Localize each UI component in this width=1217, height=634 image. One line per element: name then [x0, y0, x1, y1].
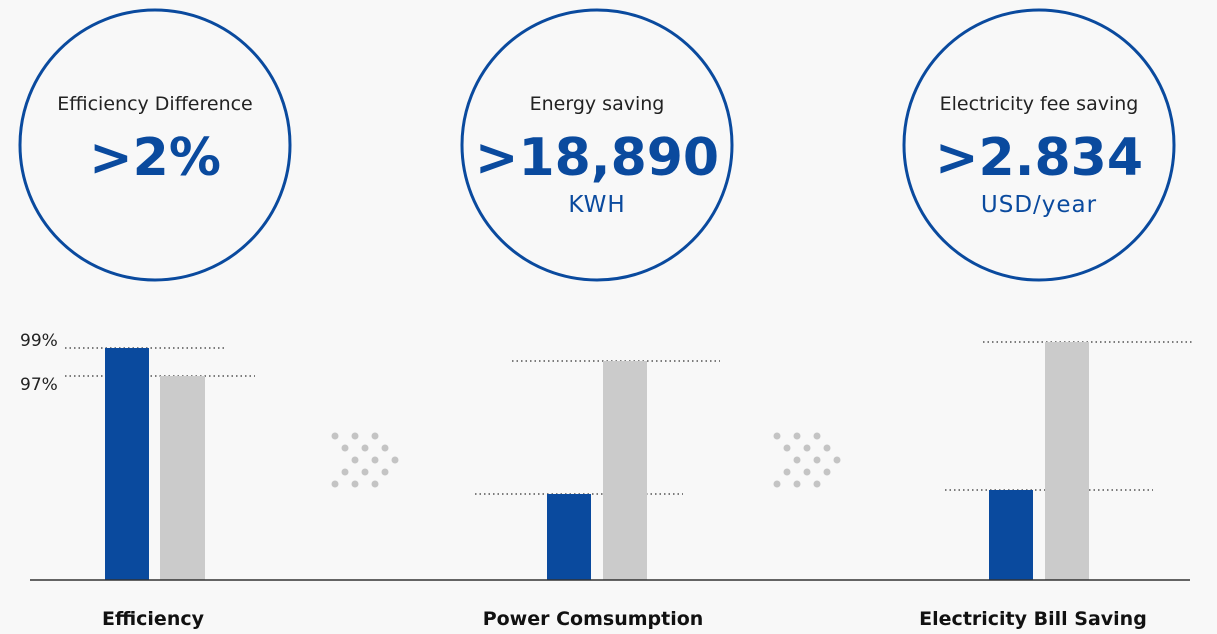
circle [902, 8, 1176, 282]
arrow-dot [361, 468, 369, 476]
circle [18, 8, 292, 282]
arrow-dot [773, 432, 781, 440]
arrow-dot [341, 468, 349, 476]
circle-label: Efficiency Difference [57, 93, 253, 115]
arrow-dot [371, 432, 379, 440]
arrow-dot [371, 456, 379, 464]
arrow-dot [381, 468, 389, 476]
arrow-dot [351, 432, 359, 440]
arrow-dot [341, 444, 349, 452]
arrow-dot [833, 456, 841, 464]
circle-value: >2.834 [935, 128, 1143, 188]
arrow-dot [783, 444, 791, 452]
circle-unit: USD/year [981, 192, 1097, 218]
arrow-dot [813, 432, 821, 440]
arrow-dot [351, 456, 359, 464]
group-label: Efficiency [102, 608, 205, 630]
arrow-dot [803, 444, 811, 452]
circle [460, 8, 734, 282]
arrow-dot [331, 432, 339, 440]
bar [105, 348, 149, 580]
arrow-dot [773, 480, 781, 488]
circle-value: >2% [89, 128, 221, 188]
tick-label: 97% [20, 375, 58, 395]
arrow-dot [813, 480, 821, 488]
arrow-dot [813, 456, 821, 464]
arrow-dot [371, 480, 379, 488]
bar [547, 494, 591, 580]
arrow-dot [823, 468, 831, 476]
arrow-dot [793, 456, 801, 464]
circle-unit: KWH [568, 192, 625, 218]
arrow-dot [331, 480, 339, 488]
circle-label: Energy saving [530, 93, 665, 115]
arrow-dot [823, 444, 831, 452]
group-label: Electricity Bill Saving [919, 608, 1147, 630]
group-label: Power Comsumption [483, 608, 704, 630]
bar [989, 490, 1033, 580]
arrow-dot [803, 468, 811, 476]
arrow-dot [361, 444, 369, 452]
arrow-dot [793, 480, 801, 488]
circle-value: >18,890 [475, 128, 719, 188]
arrow-dot [783, 468, 791, 476]
bar [160, 376, 205, 580]
arrow-dot [381, 444, 389, 452]
arrow-dot [391, 456, 399, 464]
arrow-group [331, 432, 841, 488]
tick-label: 99% [20, 331, 58, 351]
bar [603, 361, 647, 580]
arrow-dot [793, 432, 801, 440]
circle-label: Electricity fee saving [940, 93, 1139, 115]
arrow-dot [351, 480, 359, 488]
bar [1045, 342, 1089, 580]
